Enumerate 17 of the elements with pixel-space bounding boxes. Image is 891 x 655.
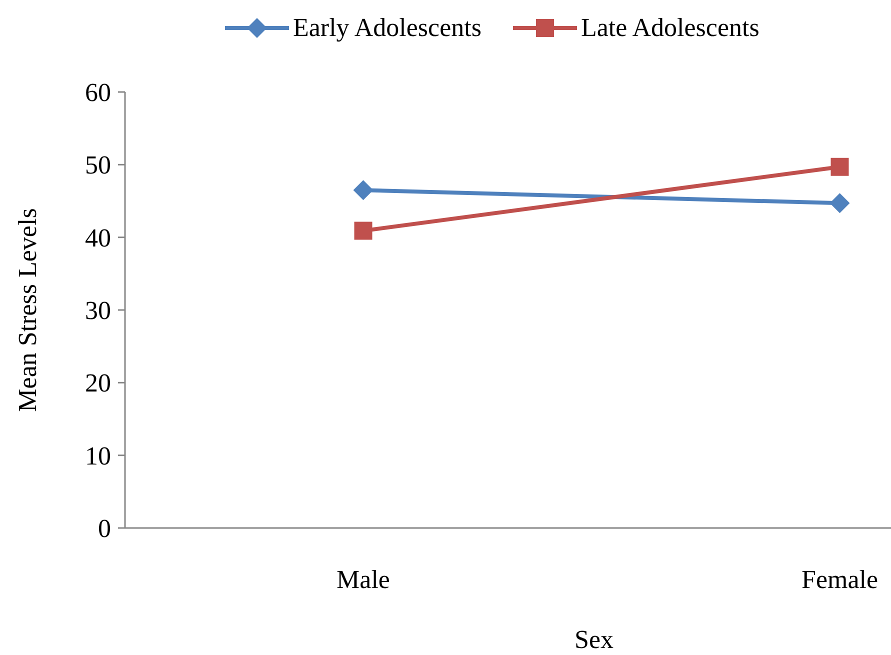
y-tick-label: 0 bbox=[98, 514, 111, 543]
point bbox=[830, 158, 849, 176]
x-tick-label: Male bbox=[336, 565, 390, 594]
y-tick-label: 40 bbox=[85, 223, 111, 252]
legend-label: Late Adolescents bbox=[581, 13, 760, 42]
y-tick-label: 60 bbox=[85, 78, 111, 107]
x-axis-title: Sex bbox=[574, 625, 614, 654]
point bbox=[830, 193, 850, 214]
y-tick-label: 50 bbox=[85, 150, 111, 180]
x-tick-label: Female bbox=[801, 565, 878, 594]
y-tick-label: 30 bbox=[85, 296, 111, 325]
y-axis-title: Mean Stress Levels bbox=[13, 208, 42, 412]
point bbox=[353, 180, 374, 200]
legend-label: Early Adolescents bbox=[293, 13, 482, 42]
y-tick-label: 20 bbox=[85, 368, 111, 398]
point bbox=[354, 222, 372, 240]
y-tick-label: 10 bbox=[85, 441, 111, 470]
